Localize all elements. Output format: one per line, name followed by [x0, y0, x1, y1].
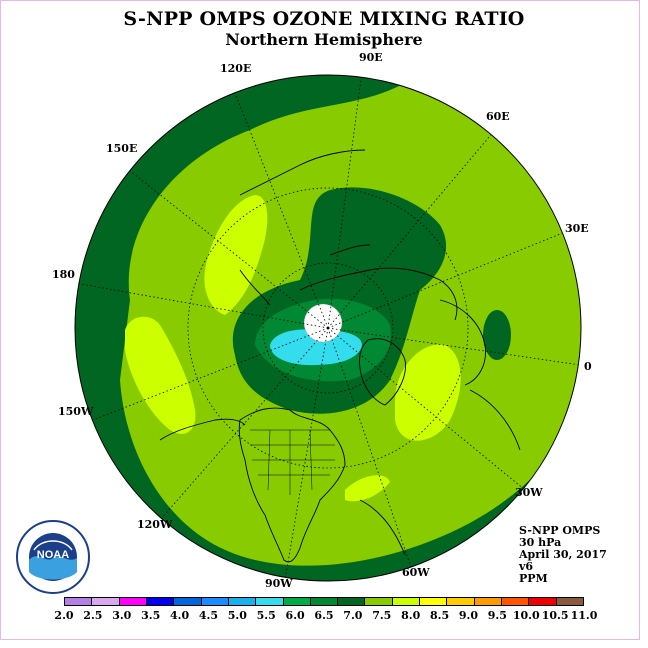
colorbar-swatch [310, 598, 339, 605]
colorbar-tick-label: 8.0 [401, 609, 421, 622]
info-level: 30 hPa [519, 536, 562, 549]
ozone-band-6-6_5 [270, 329, 362, 366]
colorbar-tick-label: 9.0 [458, 609, 479, 622]
colorbar-swatch [447, 598, 475, 605]
graticule [75, 75, 581, 581]
colorbar-swatch [392, 598, 421, 605]
colorbar-swatch [201, 598, 229, 605]
info-version: v6 [519, 560, 534, 573]
map-border [74, 74, 582, 582]
colorbar-swatch [65, 598, 93, 605]
noaa-logo: NOAA [16, 520, 90, 594]
lon-label-0: 0 [584, 360, 592, 373]
colorbar-tick-label: 6.0 [285, 609, 305, 622]
colorbar-tick-label: 7.0 [343, 609, 363, 622]
colorbar-tick-label: 4.5 [198, 609, 219, 622]
colorbar-tick-label: 3.0 [112, 609, 132, 622]
noaa-logo-text: NOAA [37, 549, 69, 561]
colorbar-swatch [365, 598, 393, 605]
colorbar-tick-label: 10.0 [512, 609, 540, 622]
lon-label-120w: 120W [137, 518, 173, 531]
colorbar-tick-label: 2.5 [83, 609, 103, 622]
map-title: S-NPP OMPS OZONE MIXING RATIO [123, 8, 525, 30]
lon-label-90w: 90W [265, 577, 293, 590]
plot-info: S-NPP OMPS 30 hPa April 30, 2017 v6 PPM [519, 525, 607, 585]
colorbar-swatch [119, 598, 147, 605]
colorbar-tick-label: 11.0 [570, 609, 598, 622]
ozone-band-8-8_5-a [125, 316, 196, 434]
colorbar-swatch [256, 598, 284, 605]
lon-label-120e: 120E [220, 62, 252, 75]
colorbar-tick-label: 6.5 [314, 609, 334, 622]
image-frame [0, 0, 640, 640]
colorbar-tick-label: 8.5 [429, 609, 450, 622]
lon-label-180: 180 [52, 268, 75, 281]
colorbar-tick-label: 4.0 [169, 609, 190, 622]
colorbar-tick-label: 2.0 [54, 609, 74, 622]
colorbar-swatch [338, 598, 366, 605]
colorbar-swatch [174, 598, 202, 605]
ozone-band-8-8_5-d [345, 475, 390, 502]
lon-label-150w: 150W [58, 405, 94, 418]
colorbar-swatch [146, 598, 175, 605]
colorbar-tick-label: 5.0 [227, 609, 247, 622]
colorbar-tick-label: 3.5 [141, 609, 161, 622]
lon-label-60w: 60W [402, 566, 430, 579]
lon-label-30w: 30W [515, 486, 543, 499]
colorbar-swatch [502, 598, 530, 605]
info-instrument: S-NPP OMPS [519, 524, 601, 537]
polar-no-data [303, 303, 343, 343]
ozone-band-7-7_5-east [483, 310, 511, 360]
colorbar-swatch [92, 598, 120, 605]
lon-label-150e: 150E [106, 142, 138, 155]
ozone-band-8-8_5-c [395, 344, 461, 441]
lon-label-90e: 90E [359, 51, 383, 64]
colorbar-swatch [420, 598, 448, 605]
info-units: PPM [519, 572, 548, 585]
lon-label-60e: 60E [486, 110, 510, 123]
colorbar-swatch [529, 598, 557, 605]
colorbar-swatch [474, 598, 502, 605]
map-subtitle: Northern Hemisphere [225, 30, 423, 49]
colorbar [64, 597, 584, 606]
info-date: April 30, 2017 [519, 548, 607, 561]
ozone-band-8-8_5-b [204, 195, 268, 315]
coastlines [159, 149, 521, 563]
colorbar-tick-label: 7.5 [372, 609, 392, 622]
colorbar-tick-label: 5.5 [256, 609, 276, 622]
colorbar-swatch [556, 598, 583, 605]
colorbar-swatch [228, 598, 257, 605]
colorbar-swatch [283, 598, 311, 605]
colorbar-tick-label: 9.5 [487, 609, 507, 622]
lon-label-30e: 30E [565, 222, 589, 235]
colorbar-tick-label: 10.5 [541, 609, 569, 622]
